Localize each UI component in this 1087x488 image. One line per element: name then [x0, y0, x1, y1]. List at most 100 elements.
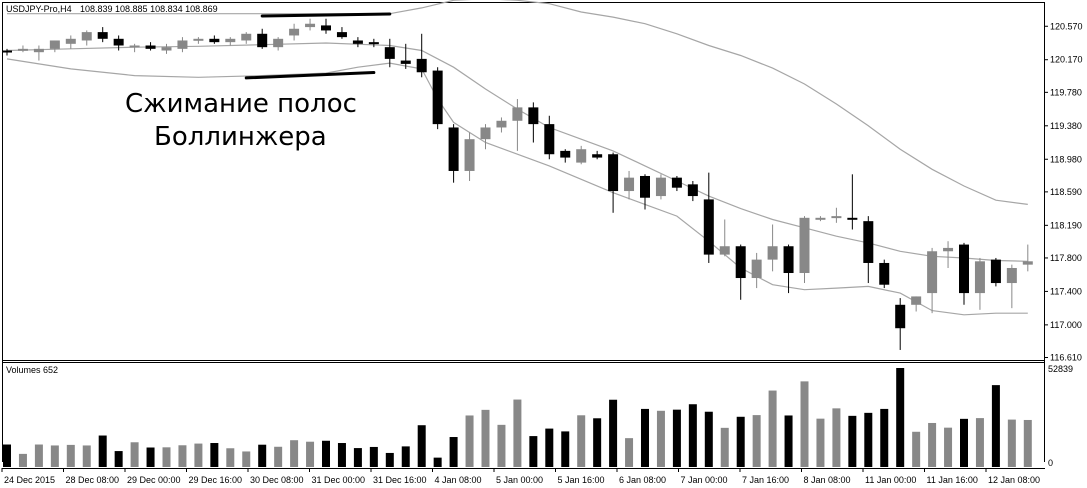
volume-bar	[194, 443, 203, 467]
candle	[512, 99, 523, 151]
volume-bar	[322, 440, 330, 467]
volume-bar	[832, 408, 841, 467]
candle-body	[384, 47, 395, 59]
volume-bar	[385, 452, 394, 467]
candle	[113, 35, 124, 51]
volume-bar	[960, 418, 968, 467]
volume-bar	[656, 410, 665, 467]
time-tick-label: 5 Jan 16:00	[558, 475, 605, 485]
volume-bar	[816, 418, 825, 467]
volume-bar	[433, 457, 442, 467]
candle-body	[289, 28, 300, 36]
volume-bar	[1023, 419, 1032, 467]
volume-bar	[497, 424, 506, 467]
candle-body	[416, 58, 427, 73]
volume-bar	[625, 438, 634, 467]
time-tick-label: 31 Dec 00:00	[312, 475, 366, 485]
volume-bar	[306, 441, 315, 467]
candle	[879, 259, 890, 289]
candle	[719, 219, 730, 257]
volume-bar	[481, 409, 490, 467]
candle-body	[974, 261, 985, 294]
volume-bar	[641, 408, 649, 467]
volume-bar	[529, 436, 538, 467]
volume-bar	[226, 448, 235, 467]
candle	[305, 18, 316, 31]
candle	[528, 102, 539, 143]
time-tick-label: 11 Jan 16:00	[927, 475, 978, 485]
volume-bar	[736, 416, 745, 467]
volume-bar	[290, 440, 299, 467]
candle	[480, 124, 491, 150]
volume-bar	[114, 451, 123, 467]
candle-body	[576, 149, 587, 163]
volume-bar	[609, 399, 618, 467]
candle	[576, 145, 587, 165]
candle-body	[432, 70, 443, 125]
candle	[592, 150, 603, 160]
band-middle-line	[6, 42, 1028, 262]
candle-body	[49, 40, 60, 49]
volume-bar	[401, 446, 410, 467]
time-tick-label: 8 Jan 08:00	[804, 475, 851, 485]
candle	[17, 45, 28, 53]
candle	[831, 207, 842, 223]
candle-body	[480, 127, 491, 140]
candle-body	[959, 244, 969, 294]
candle	[624, 170, 635, 200]
volume-bar	[258, 444, 267, 467]
candle-body	[1006, 267, 1017, 284]
candle-body	[273, 38, 284, 48]
volume-bar	[784, 415, 793, 467]
volume-bar	[50, 445, 59, 467]
candle-body	[815, 217, 826, 220]
price-tick-label: 120.570	[1050, 21, 1083, 31]
candle-body	[81, 32, 92, 41]
price-tick-label: 117.800	[1050, 253, 1082, 263]
volume-bar	[896, 368, 905, 467]
candle	[496, 117, 507, 133]
time-tick-label: 7 Jan 16:00	[742, 475, 789, 485]
volume-bar	[864, 412, 873, 467]
price-tick-label: 120.170	[1050, 55, 1083, 65]
candle	[273, 37, 284, 51]
volume-bar	[991, 385, 1000, 467]
candle-body	[719, 246, 730, 255]
candle-body	[129, 45, 140, 48]
volume-bar	[704, 411, 713, 467]
candle-body	[911, 296, 922, 305]
volume-bar	[178, 445, 187, 467]
candle	[416, 33, 427, 78]
candle	[815, 216, 826, 222]
candle-body	[927, 251, 938, 294]
candle-body	[241, 33, 252, 41]
candle	[289, 23, 300, 41]
volume-bar	[880, 408, 889, 467]
time-tick-label: 7 Jan 00:00	[681, 475, 728, 485]
candle-body	[225, 38, 236, 43]
candle	[225, 37, 236, 46]
volume-bar	[66, 444, 75, 467]
volume-bar	[1007, 419, 1016, 467]
candle	[895, 298, 906, 350]
price-tick-label: 119.380	[1050, 121, 1082, 131]
candle-body	[17, 48, 28, 51]
bollinger-bands	[6, 0, 1028, 316]
candle-body	[1022, 261, 1033, 265]
candle	[687, 181, 698, 202]
volume-bar	[34, 444, 43, 467]
volume-bar	[768, 390, 777, 467]
price-tick-label: 118.190	[1050, 220, 1082, 230]
candle	[129, 43, 140, 53]
volume-bar	[130, 442, 139, 467]
candle-body	[671, 177, 682, 188]
volume-bar	[3, 444, 11, 467]
candle	[767, 224, 778, 272]
candle-body	[209, 38, 220, 43]
volume-bar	[688, 404, 697, 467]
candle	[990, 257, 1001, 287]
volume-bar	[242, 451, 251, 467]
candle-body	[177, 40, 188, 49]
candle-body	[879, 262, 890, 285]
candle-body	[624, 177, 635, 192]
